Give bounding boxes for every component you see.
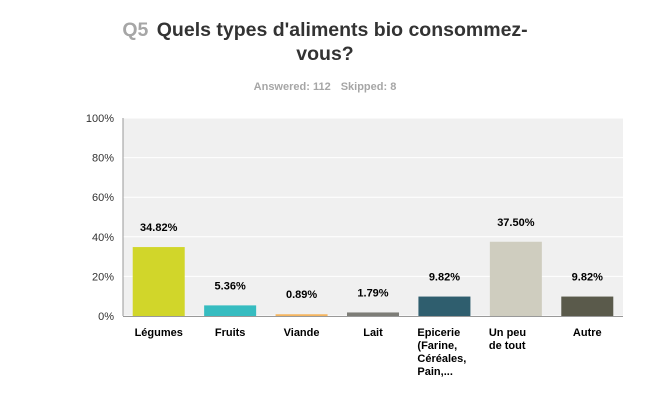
x-axis-labels: Légumes Fruits Viande Lait Epicerie (Farine, C… [135,327,602,378]
y-axis-ticks: 0% 20% 40% 60% 80% 100% [86,113,623,323]
data-labels: 34.82% 5.36% 0.89% 1.79% 9.82% 37.50% 9.82% [140,217,603,301]
y-tick-label: 40% [92,232,114,244]
plot-area [123,118,623,316]
data-label: 9.82% [429,272,460,284]
y-tick-label: 60% [92,192,114,204]
skipped-count: Skipped: 8 [340,81,397,93]
question-title: Q5 Quels types d'aliments bio consommez-… [100,18,550,66]
y-tick-label: 20% [92,271,114,283]
data-label: 1.79% [357,287,388,299]
bar [418,296,471,316]
data-label: 37.50% [497,217,535,229]
x-tick-label: Un peu de tout [489,327,526,352]
x-tick-label: Fruits [215,327,246,339]
y-tick-label: 80% [92,153,114,165]
x-tick-label: Autre [573,327,602,339]
x-tick-label: Viande [284,327,320,339]
data-label: 5.36% [215,280,246,292]
x-tick-label: Légumes [135,327,183,339]
bar [489,241,542,316]
answered-count: Answered: 112 [253,81,331,93]
response-stats: Answered: 112 Skipped: 8 [100,81,550,93]
data-label: 9.82% [572,272,603,284]
x-tick-label: Lait [363,327,383,339]
data-label: 34.82% [140,222,178,234]
bar [275,314,328,316]
x-tick-label: Epicerie (Farine, Céréales, Pain,... [417,327,466,378]
question-text: Quels types d'aliments bio consommez-vou… [156,19,528,65]
bars [132,241,614,316]
bar [347,312,399,316]
bar [204,305,257,316]
bar [132,247,185,316]
bar [561,296,614,316]
data-label: 0.89% [286,289,317,301]
question-number: Q5 [122,19,149,41]
y-tick-label: 100% [86,113,114,125]
y-tick-label: 0% [98,311,114,323]
